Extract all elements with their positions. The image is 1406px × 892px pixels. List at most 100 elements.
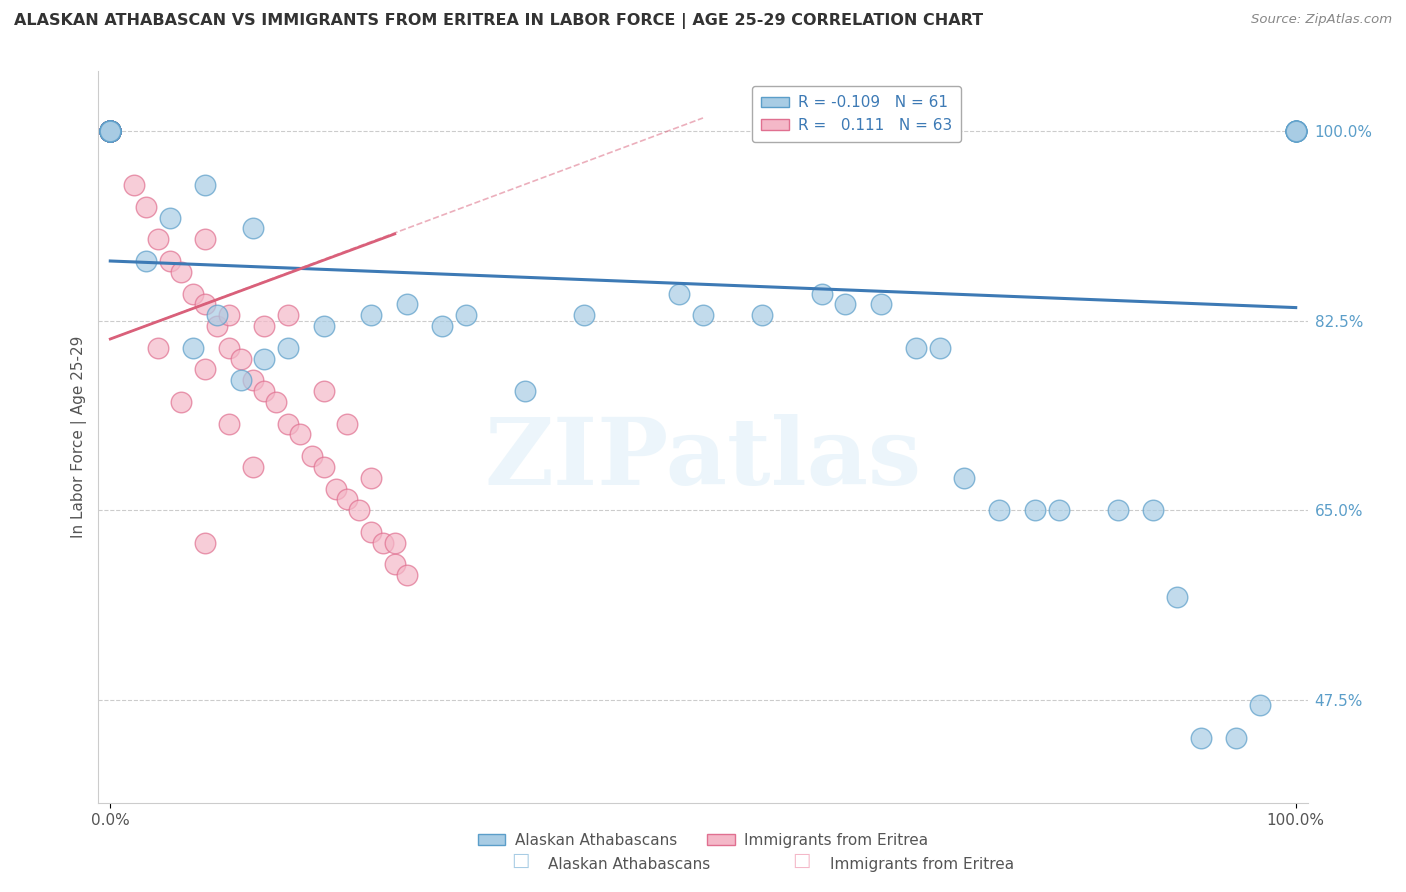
- Point: [288, 427, 311, 442]
- Point: [194, 297, 217, 311]
- Point: [98, 124, 121, 138]
- Point: [253, 318, 276, 333]
- Point: [98, 124, 121, 138]
- Point: [1285, 124, 1308, 138]
- Point: [181, 341, 204, 355]
- Point: [264, 395, 287, 409]
- Point: [336, 417, 359, 431]
- Point: [952, 471, 974, 485]
- Point: [98, 124, 121, 138]
- Point: [98, 124, 121, 138]
- Point: [98, 124, 121, 138]
- Point: [98, 124, 121, 138]
- Point: [98, 124, 121, 138]
- Point: [395, 297, 418, 311]
- Point: [98, 124, 121, 138]
- Point: [146, 341, 169, 355]
- Point: [692, 308, 714, 322]
- Point: [98, 124, 121, 138]
- Text: □: □: [510, 851, 530, 870]
- Point: [146, 232, 169, 246]
- Point: [98, 124, 121, 138]
- Point: [159, 211, 181, 225]
- Point: [98, 124, 121, 138]
- Point: [810, 286, 832, 301]
- Point: [98, 124, 121, 138]
- Point: [194, 178, 217, 193]
- Point: [395, 568, 418, 582]
- Point: [869, 297, 891, 311]
- Point: [905, 341, 928, 355]
- Point: [325, 482, 347, 496]
- Text: □: □: [792, 851, 811, 870]
- Point: [98, 124, 121, 138]
- Point: [312, 459, 335, 474]
- Point: [194, 535, 217, 549]
- Point: [98, 124, 121, 138]
- Point: [277, 308, 299, 322]
- Point: [98, 124, 121, 138]
- Point: [98, 124, 121, 138]
- Point: [218, 341, 240, 355]
- Point: [229, 351, 252, 366]
- Point: [135, 254, 157, 268]
- Point: [1285, 124, 1308, 138]
- Point: [98, 124, 121, 138]
- Point: [170, 265, 193, 279]
- Point: [929, 341, 952, 355]
- Point: [277, 417, 299, 431]
- Text: ZIPatlas: ZIPatlas: [485, 414, 921, 504]
- Point: [98, 124, 121, 138]
- Point: [242, 373, 264, 387]
- Y-axis label: In Labor Force | Age 25-29: In Labor Force | Age 25-29: [72, 336, 87, 538]
- Point: [98, 124, 121, 138]
- Point: [98, 124, 121, 138]
- Point: [384, 535, 406, 549]
- Point: [98, 124, 121, 138]
- Point: [1285, 124, 1308, 138]
- Point: [181, 286, 204, 301]
- Point: [1249, 698, 1271, 713]
- Point: [98, 124, 121, 138]
- Point: [574, 308, 596, 322]
- Point: [122, 178, 145, 193]
- Point: [98, 124, 121, 138]
- Point: [432, 318, 454, 333]
- Point: [336, 492, 359, 507]
- Point: [1166, 590, 1188, 604]
- Point: [454, 308, 477, 322]
- Point: [1285, 124, 1308, 138]
- Point: [98, 124, 121, 138]
- Point: [98, 124, 121, 138]
- Point: [253, 351, 276, 366]
- Point: [98, 124, 121, 138]
- Point: [98, 124, 121, 138]
- Point: [159, 254, 181, 268]
- Point: [312, 318, 335, 333]
- Point: [218, 417, 240, 431]
- Point: [1024, 503, 1046, 517]
- Point: [751, 308, 773, 322]
- Point: [98, 124, 121, 138]
- Point: [98, 124, 121, 138]
- Point: [242, 221, 264, 235]
- Point: [98, 124, 121, 138]
- Text: Alaskan Athabascans: Alaskan Athabascans: [548, 857, 710, 872]
- Point: [194, 232, 217, 246]
- Point: [98, 124, 121, 138]
- Point: [98, 124, 121, 138]
- Point: [98, 124, 121, 138]
- Point: [360, 524, 382, 539]
- Point: [1047, 503, 1070, 517]
- Point: [1285, 124, 1308, 138]
- Point: [98, 124, 121, 138]
- Point: [371, 535, 394, 549]
- Point: [98, 124, 121, 138]
- Point: [668, 286, 690, 301]
- Point: [384, 558, 406, 572]
- Point: [98, 124, 121, 138]
- Point: [98, 124, 121, 138]
- Point: [301, 449, 323, 463]
- Point: [170, 395, 193, 409]
- Point: [98, 124, 121, 138]
